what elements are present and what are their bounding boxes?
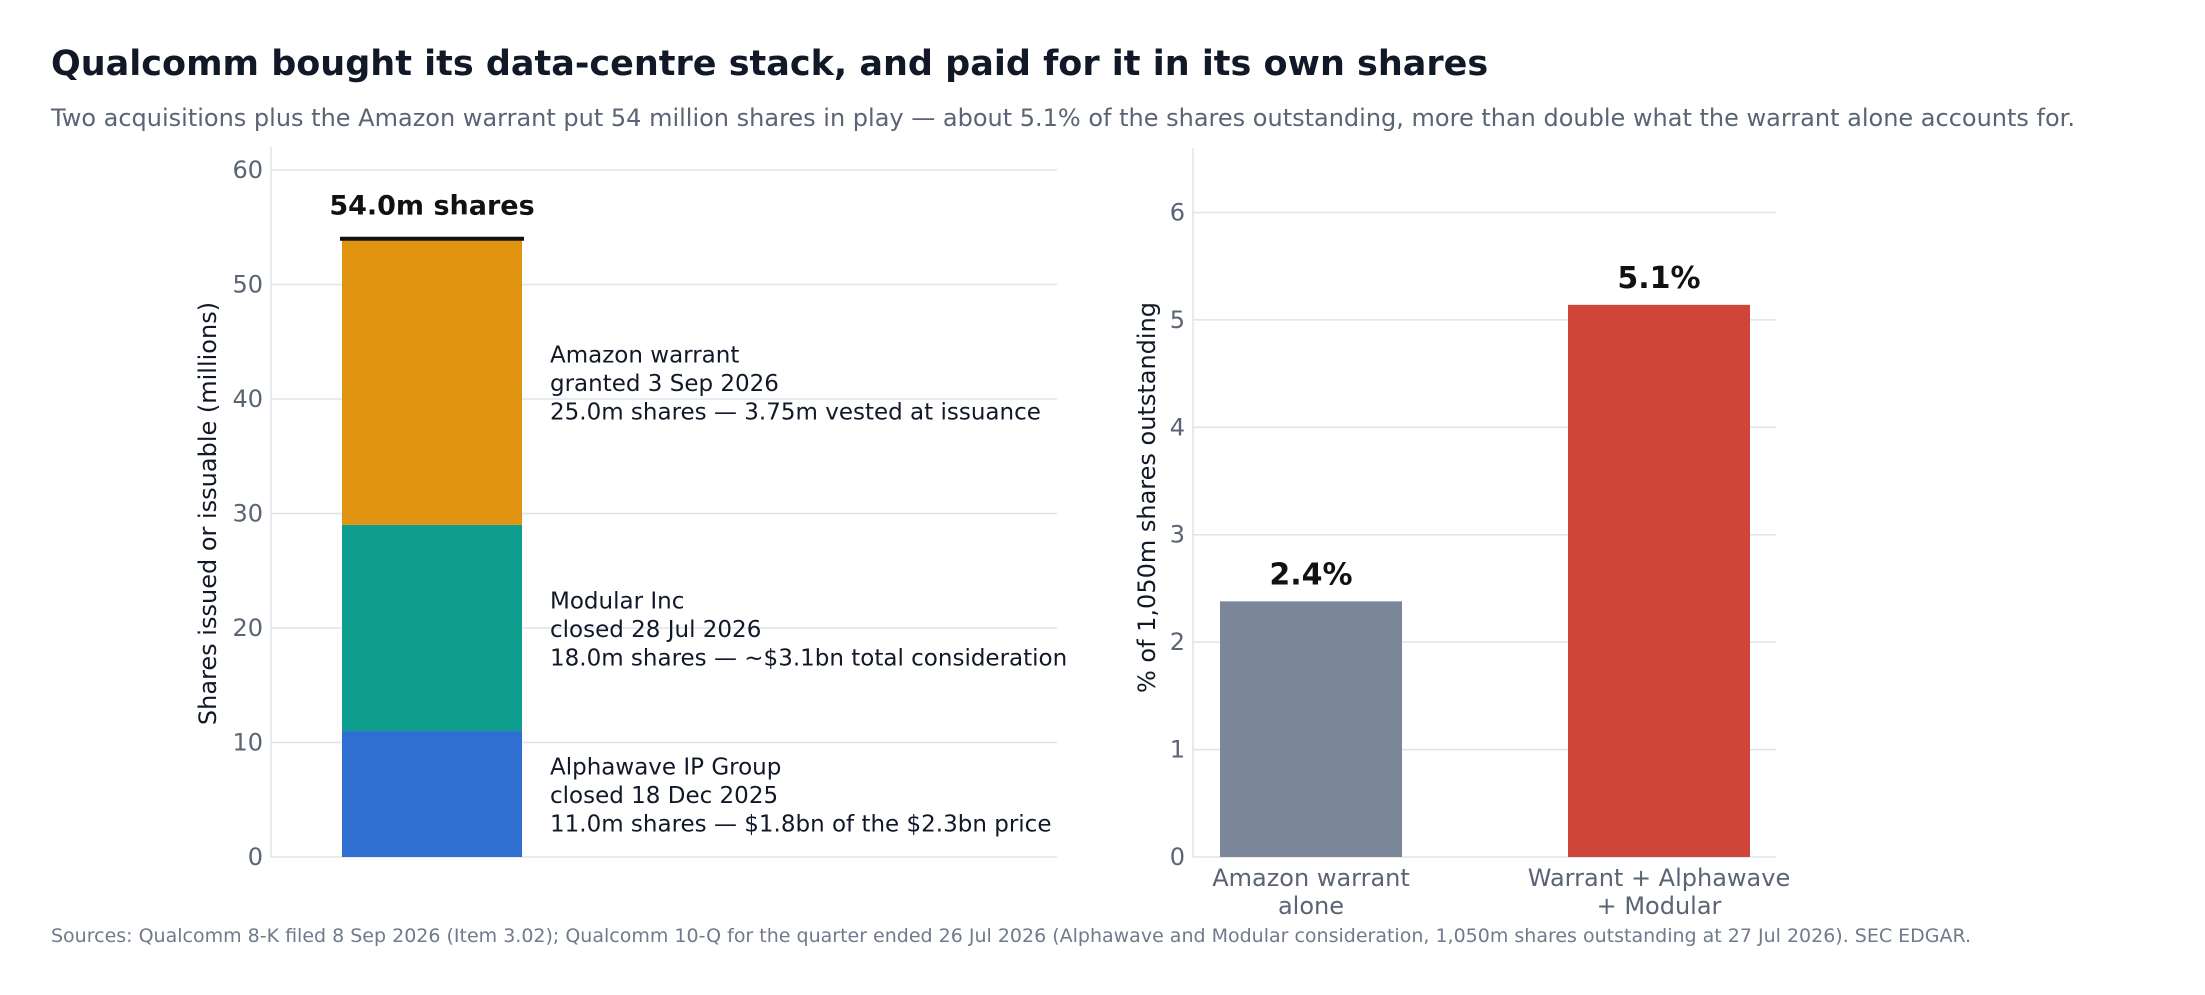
x-tick-label: Warrant + Alphawave	[1528, 864, 1790, 892]
segment-label-modular: 18.0m shares — ~$3.1bn total considerati…	[550, 646, 1067, 672]
segment-label-amazon: 25.0m shares — 3.75m vested at issuance	[550, 399, 1041, 425]
bar-segment-amazon	[342, 238, 522, 525]
y-tick-label: 1	[1170, 736, 1185, 764]
segment-label-alphawave: closed 18 Dec 2025	[550, 783, 778, 809]
chart-title: Qualcomm bought its data-centre stack, a…	[51, 44, 1489, 84]
segment-label-amazon: granted 3 Sep 2026	[550, 371, 779, 397]
y-tick-label: 40	[232, 385, 263, 413]
bar-segment-alphawave	[342, 731, 522, 857]
chart-subtitle: Two acquisitions plus the Amazon warrant…	[51, 104, 2075, 132]
bar-value-label: 5.1%	[1617, 261, 1700, 296]
bar-combined	[1568, 304, 1750, 858]
y-tick-label: 0	[1170, 843, 1185, 871]
y-axis-label: % of 1,050m shares outstanding	[1133, 302, 1161, 693]
y-tick-label: 30	[232, 500, 263, 528]
y-tick-label: 6	[1170, 198, 1185, 226]
y-axis-label: Shares issued or issuable (millions)	[194, 302, 222, 725]
segment-label-modular: Modular Inc	[550, 589, 684, 615]
source-note: Sources: Qualcomm 8-K filed 8 Sep 2026 (…	[51, 925, 1972, 947]
x-tick-label: + Modular	[1597, 892, 1722, 920]
bar-value-label: 2.4%	[1269, 557, 1352, 592]
bar-warrant_alone	[1220, 601, 1402, 857]
segment-label-modular: closed 28 Jul 2026	[550, 617, 761, 643]
y-tick-label: 10	[232, 729, 263, 757]
y-tick-label: 0	[248, 843, 263, 871]
y-tick-label: 20	[232, 614, 263, 642]
segment-label-alphawave: Alphawave IP Group	[550, 755, 781, 781]
x-tick-label: Amazon warrant	[1212, 864, 1410, 892]
y-tick-label: 5	[1170, 306, 1185, 334]
segment-label-amazon: Amazon warrant	[550, 342, 739, 368]
y-tick-label: 4	[1170, 413, 1185, 441]
bar-segment-modular	[342, 524, 522, 732]
x-tick-label: alone	[1278, 892, 1344, 920]
segment-label-alphawave: 11.0m shares — $1.8bn of the $2.3bn pric…	[550, 812, 1051, 838]
y-tick-label: 3	[1170, 521, 1185, 549]
total-label: 54.0m shares	[329, 191, 534, 222]
y-tick-label: 2	[1170, 628, 1185, 656]
y-tick-label: 50	[232, 271, 263, 299]
y-tick-label: 60	[232, 156, 263, 184]
